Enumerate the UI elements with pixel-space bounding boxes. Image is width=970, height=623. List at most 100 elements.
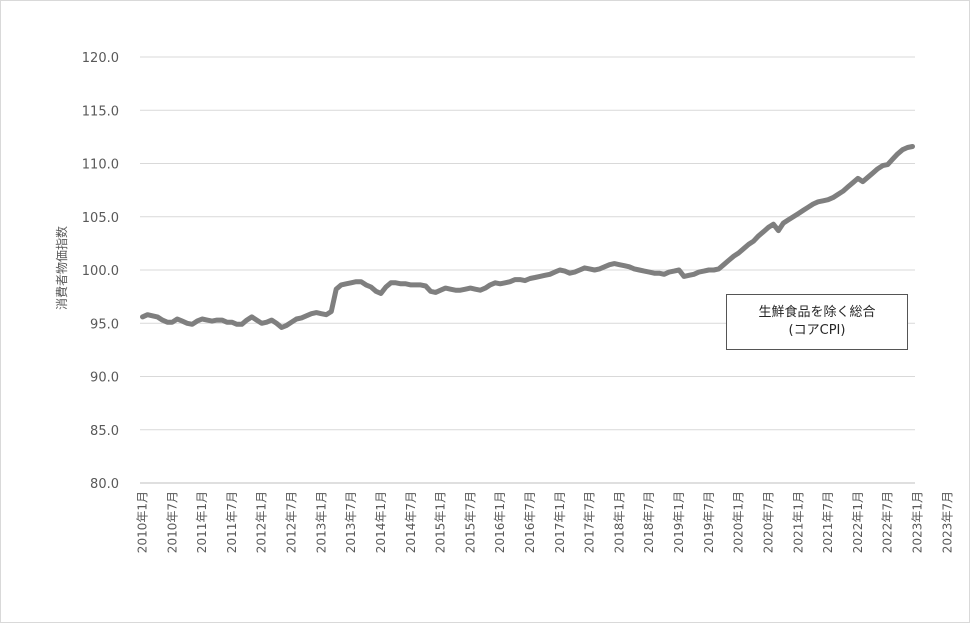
data-point xyxy=(703,270,705,272)
data-point xyxy=(256,319,258,321)
data-point xyxy=(827,199,829,201)
data-point xyxy=(295,318,298,320)
data-point xyxy=(782,222,784,224)
data-point xyxy=(708,269,710,271)
data-point xyxy=(549,273,551,275)
data-point xyxy=(628,266,630,268)
x-tick-label: 2011年7月 xyxy=(225,491,239,553)
data-point xyxy=(673,270,675,272)
data-point xyxy=(842,190,844,192)
data-point xyxy=(713,269,715,271)
series-group xyxy=(140,144,915,330)
data-point xyxy=(743,248,745,250)
data-point xyxy=(281,326,283,329)
legend-label-line2: (コアCPI) xyxy=(788,323,846,338)
data-point xyxy=(539,275,541,277)
x-tick-label: 2020年7月 xyxy=(761,491,775,553)
data-point xyxy=(191,323,193,325)
data-point xyxy=(797,213,799,215)
data-point xyxy=(678,269,680,271)
series-line-core-cpi xyxy=(140,144,915,330)
data-point xyxy=(181,320,183,322)
data-point xyxy=(410,284,412,286)
data-point xyxy=(559,269,561,271)
y-tick-label: 90.0 xyxy=(90,371,119,386)
x-tick-label: 2012年7月 xyxy=(285,491,299,553)
data-point xyxy=(241,323,243,325)
data-point xyxy=(156,316,158,318)
x-tick-label: 2015年1月 xyxy=(434,491,448,553)
x-tick-label: 2021年1月 xyxy=(791,491,805,553)
data-point xyxy=(151,315,153,317)
gridlines xyxy=(140,56,915,484)
x-tick-label: 2015年7月 xyxy=(463,491,477,553)
y-tick-label: 115.0 xyxy=(82,104,119,119)
data-point xyxy=(554,271,556,273)
data-point xyxy=(469,287,471,289)
data-point xyxy=(762,231,765,233)
data-point xyxy=(459,289,461,291)
data-point xyxy=(519,279,521,281)
data-point xyxy=(300,317,303,319)
data-point xyxy=(872,172,874,174)
data-point xyxy=(857,177,859,179)
data-point xyxy=(400,283,402,285)
data-point xyxy=(589,268,591,270)
data-point xyxy=(405,283,407,285)
data-point xyxy=(474,288,476,290)
data-point xyxy=(688,274,690,276)
data-point xyxy=(325,314,327,316)
data-point xyxy=(514,279,516,281)
data-point xyxy=(752,240,755,242)
data-point xyxy=(489,284,491,286)
data-point xyxy=(171,321,173,323)
data-point xyxy=(196,320,198,322)
data-point xyxy=(276,322,278,324)
x-tick-label: 2010年1月 xyxy=(135,491,149,553)
data-point xyxy=(648,271,650,273)
data-point xyxy=(837,193,839,195)
data-point xyxy=(524,280,526,282)
data-point xyxy=(598,268,601,270)
data-point xyxy=(698,271,700,273)
data-point xyxy=(564,270,566,272)
data-point xyxy=(360,281,362,283)
data-point xyxy=(544,274,546,276)
data-point xyxy=(251,316,253,318)
data-point xyxy=(911,145,914,148)
x-tick-label: 2014年7月 xyxy=(404,491,418,553)
data-point xyxy=(733,255,735,257)
data-point xyxy=(658,272,660,274)
data-point xyxy=(738,252,740,254)
data-point xyxy=(902,149,904,151)
x-tick-label: 2021年7月 xyxy=(821,491,835,553)
x-tick-label: 2018年7月 xyxy=(642,491,656,553)
y-tick-label: 105.0 xyxy=(82,211,119,226)
data-point xyxy=(509,281,511,283)
data-point xyxy=(261,322,263,324)
data-point xyxy=(603,266,606,268)
y-axis-ticks: 80.0 85.0 90.0 95.0 100.0 105.0 110.0 115.0 120.… xyxy=(82,51,119,492)
data-point xyxy=(216,319,218,321)
data-point xyxy=(812,203,814,205)
data-point xyxy=(390,282,392,284)
data-point xyxy=(822,200,824,202)
data-point xyxy=(236,323,238,325)
data-point xyxy=(847,186,849,188)
data-point xyxy=(504,282,506,284)
data-point xyxy=(484,287,486,289)
data-point xyxy=(435,291,437,293)
y-tick-label: 80.0 xyxy=(90,477,119,492)
data-point xyxy=(375,290,377,292)
data-point xyxy=(420,284,422,286)
data-point xyxy=(638,269,640,271)
data-point xyxy=(852,182,854,184)
data-point xyxy=(430,290,432,292)
x-tick-label: 2016年1月 xyxy=(493,491,507,553)
y-tick-label: 120.0 xyxy=(82,51,119,66)
x-tick-label: 2019年1月 xyxy=(672,491,686,553)
data-point xyxy=(226,321,228,323)
data-point xyxy=(345,283,347,285)
x-tick-label: 2013年1月 xyxy=(314,491,328,553)
data-point xyxy=(271,319,273,321)
